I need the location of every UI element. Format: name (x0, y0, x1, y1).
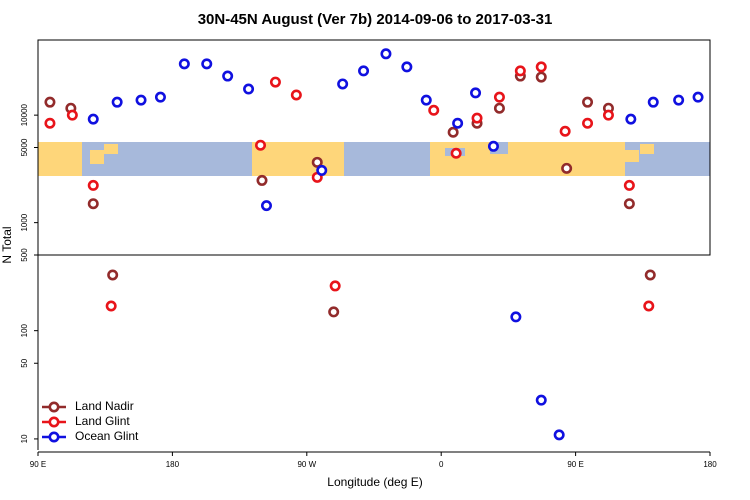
point (647, 96, 659, 108)
x-tick-label: 90 E (30, 460, 46, 469)
point (329, 280, 341, 292)
point (514, 65, 526, 77)
legend-marker (48, 401, 60, 413)
point (66, 109, 78, 121)
land (38, 142, 82, 176)
y-tick-label: 5000 (20, 138, 29, 156)
point (559, 125, 571, 137)
point (535, 394, 547, 406)
point (535, 71, 547, 83)
point (337, 78, 349, 90)
x-tick-label: 180 (166, 460, 180, 469)
land (625, 150, 639, 162)
point (644, 269, 656, 281)
point (269, 76, 281, 88)
y-tick-label: 10000 (20, 103, 29, 126)
point (256, 174, 268, 186)
point (401, 61, 413, 73)
y-tick-label: 1000 (20, 213, 29, 231)
point (201, 58, 213, 70)
point (452, 117, 464, 129)
land (252, 142, 344, 176)
point (87, 198, 99, 210)
point (44, 96, 56, 108)
point (255, 139, 267, 151)
point (44, 117, 56, 129)
point (420, 94, 432, 106)
point (673, 94, 685, 106)
y-tick-label: 500 (20, 248, 29, 262)
point (107, 269, 119, 281)
point (510, 311, 522, 323)
point (260, 200, 272, 212)
chart-title: 30N-45N August (Ver 7b) 2014-09-06 to 20… (198, 11, 553, 28)
point (643, 300, 655, 312)
x-tick-label: 180 (703, 460, 717, 469)
point (428, 104, 440, 116)
legend-label: Land Glint (75, 414, 130, 428)
y-tick-label: 100 (20, 323, 29, 337)
point (87, 179, 99, 191)
point (311, 156, 323, 168)
map-band (38, 142, 710, 176)
land (104, 144, 118, 154)
point (87, 113, 99, 125)
point (243, 83, 255, 95)
point (135, 94, 147, 106)
point (450, 147, 462, 159)
point (178, 58, 190, 70)
point (561, 162, 573, 174)
legend-marker (48, 431, 60, 443)
land (90, 150, 104, 164)
point (553, 429, 565, 441)
point (316, 164, 328, 176)
y-tick-label: 50 (20, 358, 29, 367)
x-tick-label: 0 (439, 460, 444, 469)
point (222, 70, 234, 82)
legend-label: Land Nadir (75, 399, 134, 413)
point (493, 102, 505, 114)
point (471, 112, 483, 124)
point (380, 48, 392, 60)
land (640, 144, 654, 154)
point (625, 113, 637, 125)
y-tick-label: 10 (20, 434, 29, 443)
legend-marker (48, 416, 60, 428)
point (582, 96, 594, 108)
land (430, 142, 625, 176)
point (623, 179, 635, 191)
point (582, 117, 594, 129)
point (692, 91, 704, 103)
point (602, 109, 614, 121)
point (535, 61, 547, 73)
x-tick-label: 90 E (567, 460, 583, 469)
point (328, 306, 340, 318)
y-axis-label: N Total (0, 226, 14, 263)
point (447, 126, 459, 138)
legend-label: Ocean Glint (75, 429, 139, 443)
point (111, 96, 123, 108)
point (470, 87, 482, 99)
point (623, 198, 635, 210)
point (493, 91, 505, 103)
x-tick-label: 90 W (297, 460, 316, 469)
point (105, 300, 117, 312)
point (358, 65, 370, 77)
point (290, 89, 302, 101)
x-axis-label: Longitude (deg E) (327, 475, 422, 489)
point (487, 140, 499, 152)
point (154, 91, 166, 103)
